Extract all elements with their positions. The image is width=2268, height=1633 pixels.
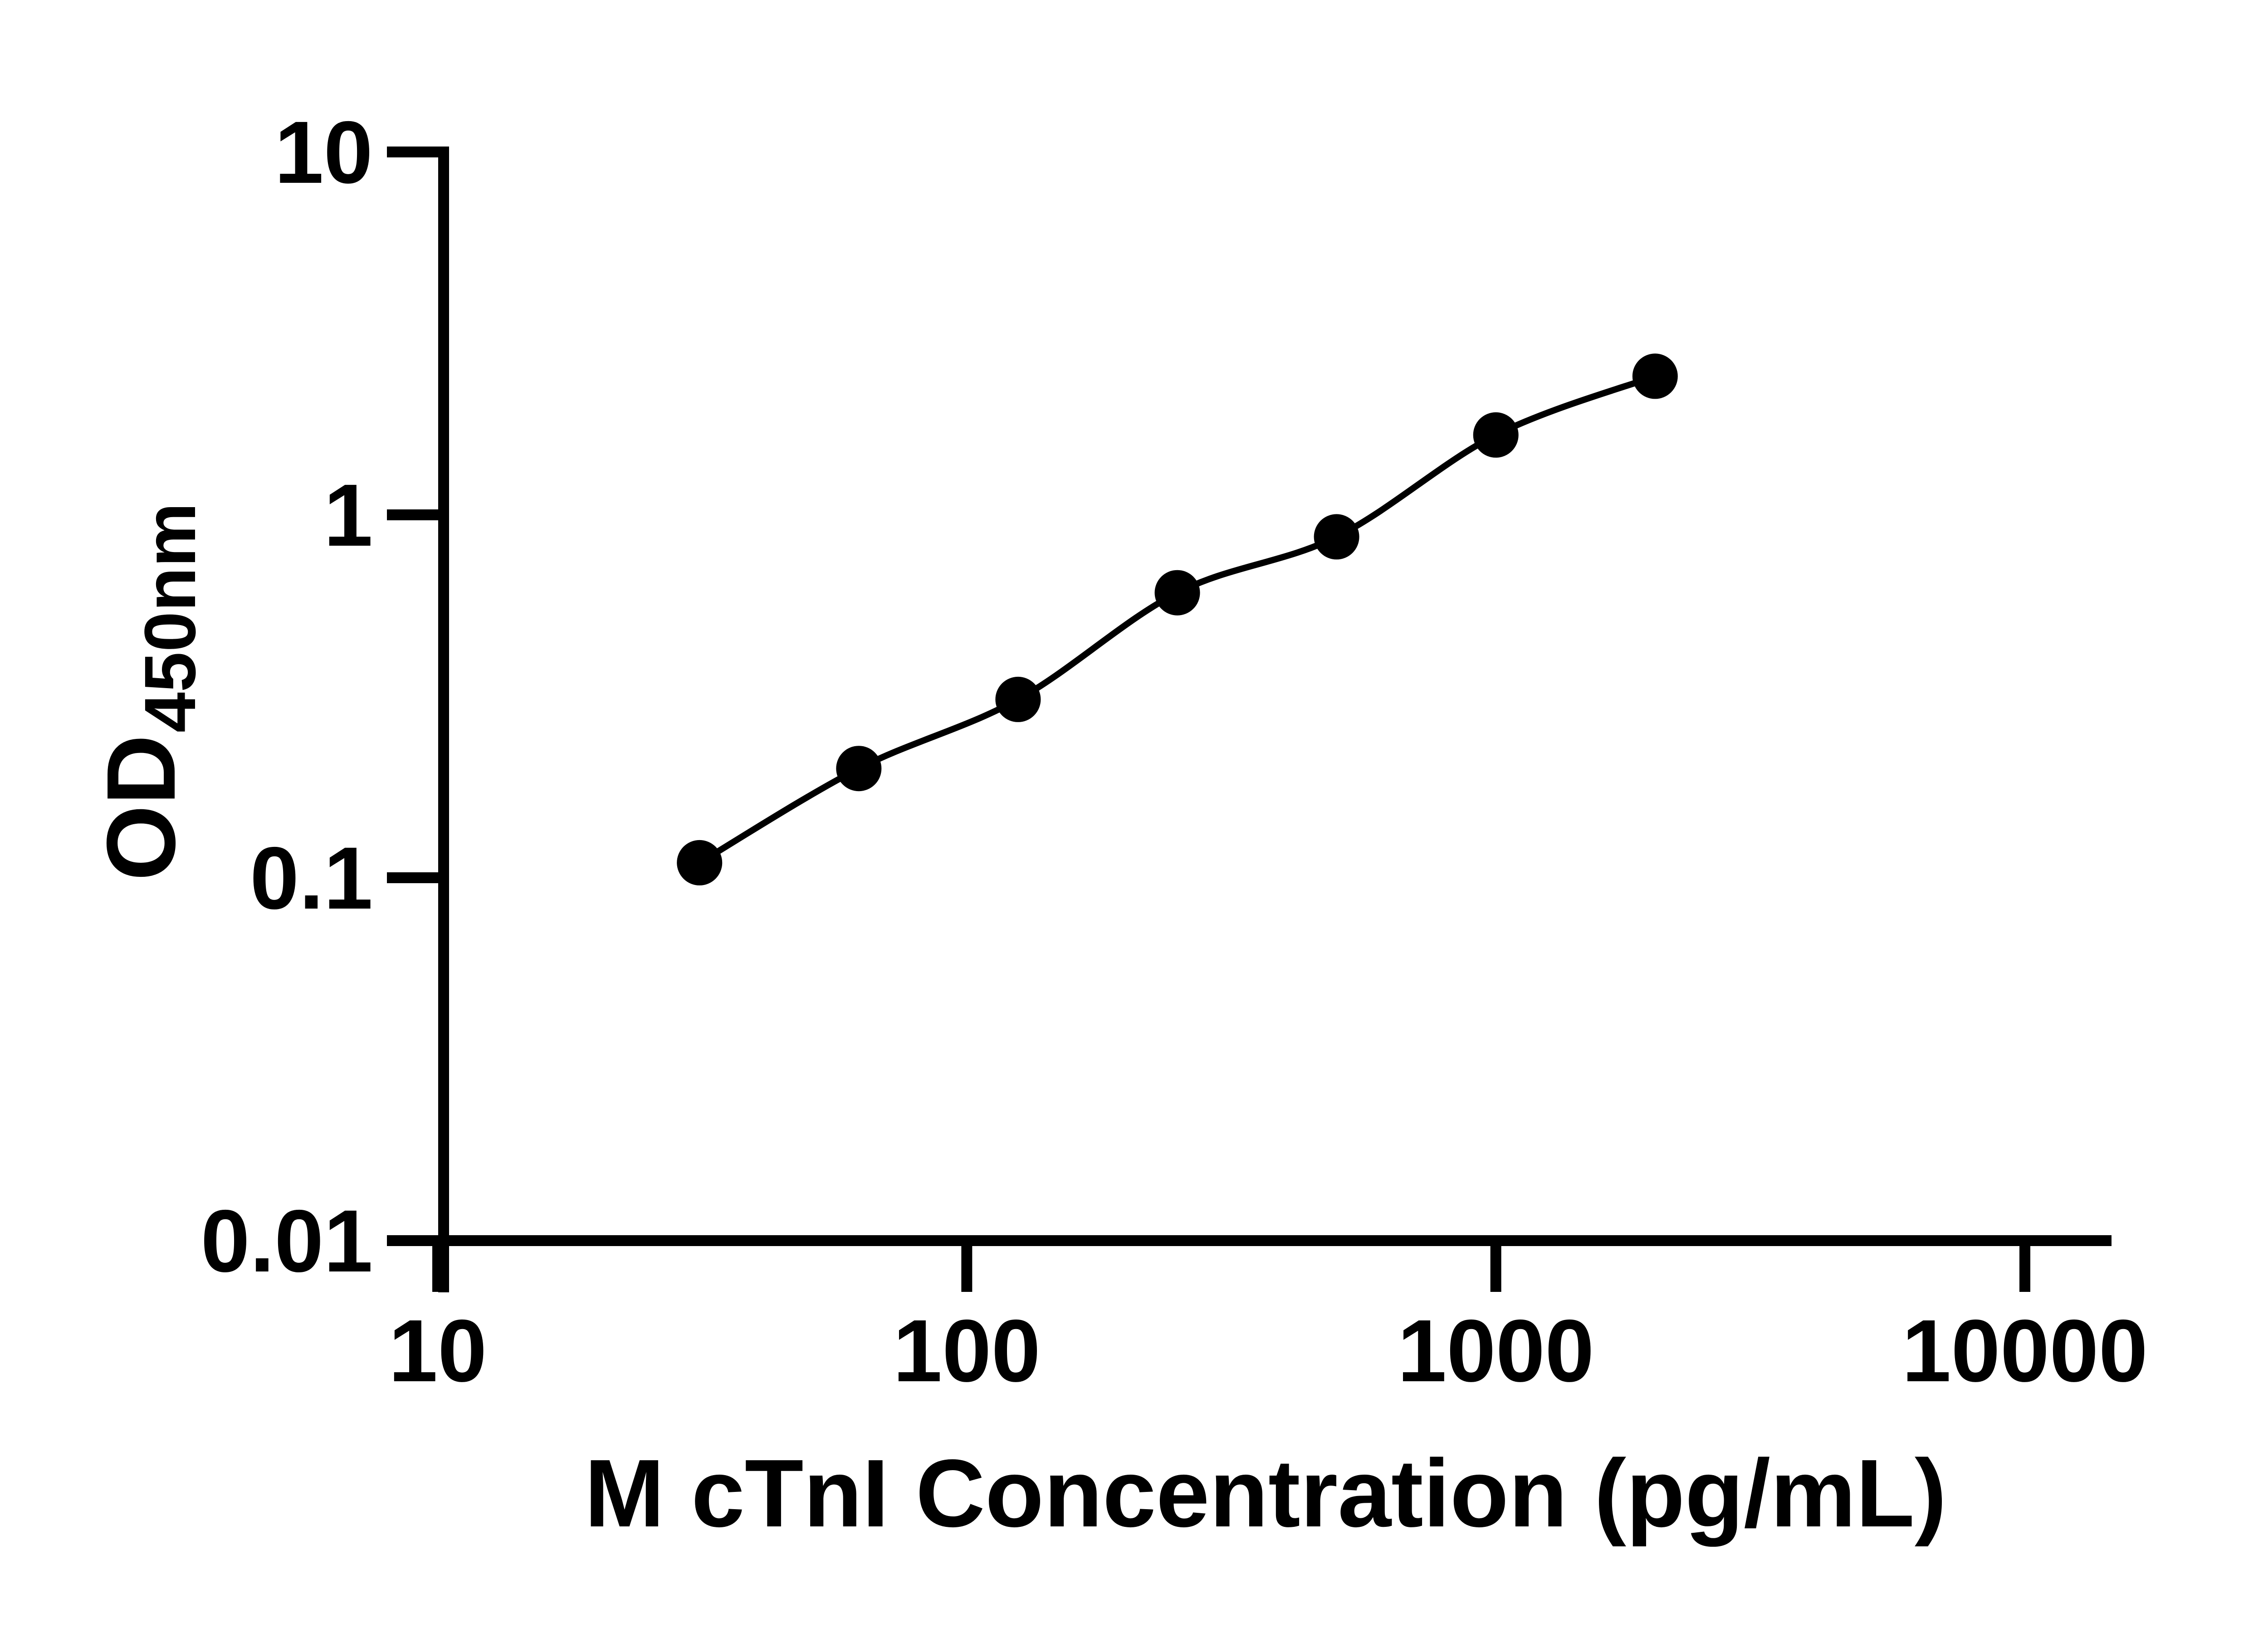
y-axis-title-subscript: 450nm xyxy=(129,503,210,733)
y-axis-title: OD 450nm xyxy=(86,503,210,881)
data-point xyxy=(1154,570,1200,616)
y-tick-label: 0.01 xyxy=(200,1192,373,1291)
x-tick-label: 10 xyxy=(389,1301,487,1400)
data-point xyxy=(995,676,1041,722)
y-tick-label: 10 xyxy=(274,103,373,202)
x-axis-ticks: 10 100 1000 10000 xyxy=(389,1241,2148,1400)
data-point xyxy=(836,746,882,792)
x-tick-label: 100 xyxy=(893,1301,1041,1400)
data-point xyxy=(677,840,723,885)
axes xyxy=(438,147,2112,1292)
y-tick-label: 1 xyxy=(324,466,373,565)
y-axis-title-main: OD xyxy=(86,734,196,881)
x-axis-title: M cTnI Concentration (pg/mL) xyxy=(584,1439,1946,1547)
data-point xyxy=(1632,353,1678,399)
y-axis-ticks: 10 1 0.1 0.01 xyxy=(200,103,444,1291)
data-point xyxy=(1314,514,1359,560)
data-point xyxy=(1473,412,1519,458)
x-tick-label: 1000 xyxy=(1398,1301,1594,1400)
y-tick-label: 0.1 xyxy=(250,829,373,928)
series-points xyxy=(677,353,1678,885)
x-tick-label: 10000 xyxy=(1902,1301,2148,1400)
